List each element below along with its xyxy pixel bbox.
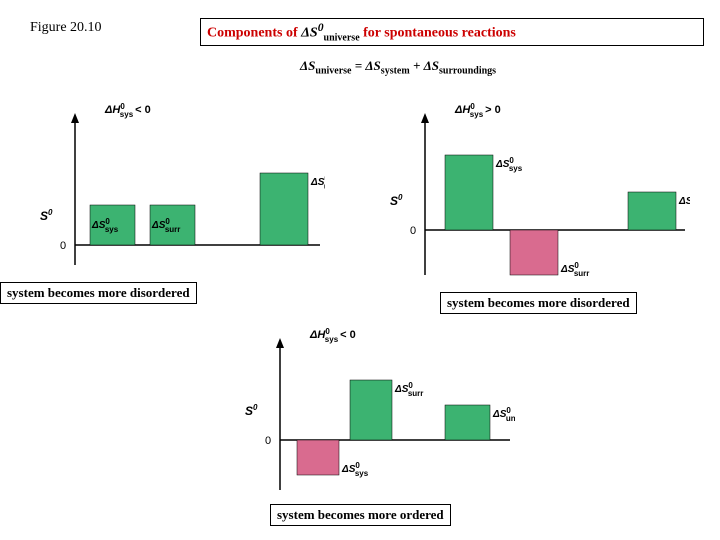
svg-text:ΔS0univ: ΔS0univ	[492, 406, 515, 423]
title-delta: ΔS	[301, 26, 318, 41]
svg-text:S0: S0	[245, 403, 258, 418]
title-suffix: for spontaneous reactions	[360, 26, 516, 41]
figure-label: Figure 20.10	[30, 20, 102, 36]
title-sub: universe	[324, 32, 360, 43]
svg-text:ΔS0univ: ΔS0univ	[310, 174, 325, 191]
svg-text:ΔS0sys: ΔS0sys	[341, 461, 369, 478]
caption-2: system becomes more disordered	[440, 292, 637, 314]
svg-text:ΔS0univ: ΔS0univ	[678, 193, 690, 210]
svg-text:ΔH0sys< 0: ΔH0sys< 0	[104, 102, 151, 119]
title-box: Components of ΔS0universe for spontaneou…	[200, 18, 704, 46]
eq-p2: = ΔS	[352, 58, 381, 73]
svg-text:0: 0	[60, 240, 66, 252]
svg-text:0: 0	[265, 435, 271, 447]
svg-text:ΔS0sys: ΔS0sys	[495, 156, 523, 173]
eq-p1: universe	[315, 66, 351, 77]
svg-text:ΔS0surr: ΔS0surr	[560, 261, 589, 278]
eq-p4: + ΔS	[410, 58, 439, 73]
svg-text:S0: S0	[390, 193, 403, 208]
svg-text:S0: S0	[40, 208, 53, 223]
title-prefix: Components of	[207, 26, 301, 41]
caption-1: system becomes more disordered	[0, 282, 197, 304]
svg-text:ΔH0sys> 0: ΔH0sys> 0	[454, 102, 501, 119]
eq-p0: ΔS	[300, 58, 315, 73]
svg-text:ΔH0sys< 0: ΔH0sys< 0	[309, 327, 356, 344]
chart3: S0 0 ΔH0sys< 0 ΔS0sys ΔS0surr ΔS0univ	[225, 320, 515, 500]
svg-text:ΔS0surr: ΔS0surr	[394, 381, 423, 398]
svg-text:0: 0	[410, 225, 416, 237]
eq-p3: system	[381, 66, 410, 77]
caption-3: system becomes more ordered	[270, 504, 451, 526]
equation: ΔSuniverse = ΔSsystem + ΔSsurroundings	[300, 58, 496, 77]
chart1: S00ΔH0sys< 0ΔS0sysΔS0surrΔS0univ	[15, 95, 325, 275]
chart2: S0 0 ΔH0sys> 0 ΔS0sys ΔS0surr ΔS0univ	[370, 95, 690, 285]
eq-p5: surroundings	[439, 66, 496, 77]
